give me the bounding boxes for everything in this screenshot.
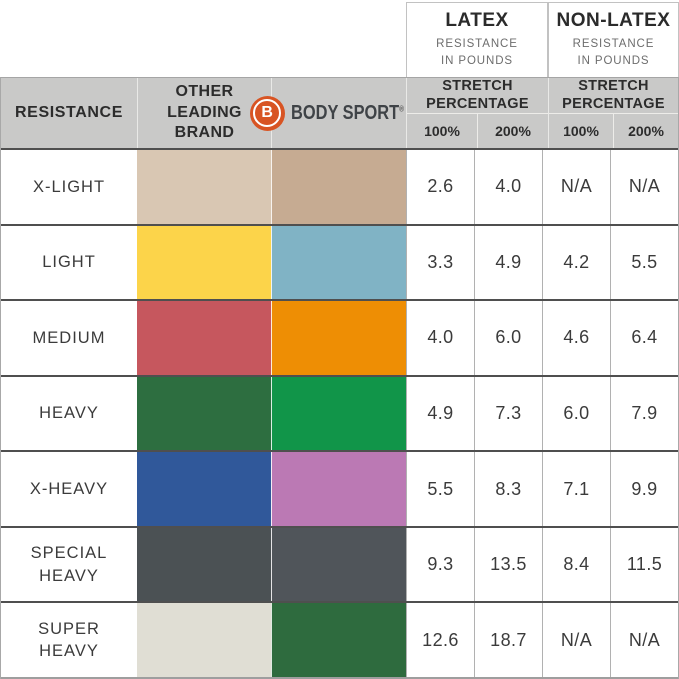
- nonlatex-200-value: 7.9: [610, 376, 678, 451]
- bodysport-color-swatch: [271, 225, 406, 300]
- nonlatex-200-value: N/A: [610, 150, 678, 224]
- nonlatex-title: NON-LATEX: [556, 10, 671, 32]
- latex-stretch-header-group: STRETCH PERCENTAGE 100% 200%: [406, 78, 548, 148]
- top-strip: LATEX RESISTANCE IN POUNDS NON-LATEX RES…: [0, 0, 679, 77]
- nonlatex-100-value: N/A: [542, 150, 610, 224]
- table-row-medium: MEDIUM 4.0 6.0 4.6 6.4: [1, 299, 678, 375]
- registered-mark: ®: [398, 103, 404, 113]
- bodysport-logo-ring: B: [253, 99, 282, 127]
- latex-subtitle: RESISTANCE IN POUNDS: [436, 38, 518, 67]
- nonlatex-100-value: 6.0: [542, 376, 610, 451]
- nonlatex-stretch-label: STRETCH PERCENTAGE: [549, 78, 678, 114]
- nonlatex-100-value: 8.4: [542, 527, 610, 602]
- nonlatex-200-value: N/A: [610, 603, 678, 678]
- row-label: SPECIAL HEAVY: [30, 544, 108, 585]
- latex-200-value: 8.3: [474, 452, 542, 526]
- nonlatex-subtitle: RESISTANCE IN POUNDS: [572, 38, 655, 67]
- latex-100-value: 4.9: [406, 376, 474, 451]
- bodysport-column-header: B BODY SPORT®: [249, 78, 406, 148]
- latex-group-header: LATEX RESISTANCE IN POUNDS: [406, 2, 548, 77]
- nonlatex-200-value: 5.5: [610, 225, 678, 300]
- table-row-light: LIGHT 3.3 4.9 4.2 5.5: [1, 223, 678, 300]
- row-label: X-HEAVY: [29, 479, 109, 498]
- resistance-column-header: RESISTANCE: [15, 104, 123, 121]
- table-row-x-heavy: X-HEAVY 5.5 8.3 7.1 9.9: [1, 450, 678, 526]
- table-row-x-light: X-LIGHT 2.6 4.0 N/A N/A: [1, 148, 678, 224]
- bodysport-logo-letter: B: [261, 104, 273, 121]
- latex-200-value: 6.0: [474, 301, 542, 375]
- bodysport-color-swatch: [271, 301, 406, 375]
- latex-100-value: 3.3: [406, 225, 474, 300]
- nonlatex-group-header: NON-LATEX RESISTANCE IN POUNDS: [548, 2, 679, 77]
- nonlatex-100-value: 4.2: [542, 225, 610, 300]
- latex-title: LATEX: [445, 10, 509, 32]
- latex-100-value: 4.0: [406, 301, 474, 375]
- latex-pct-row: 100% 200%: [407, 114, 548, 148]
- bodysport-color-swatch: [271, 150, 406, 224]
- row-label: SUPER HEAVY: [38, 619, 100, 661]
- other-brand-color-swatch: [137, 376, 271, 451]
- latex-100-value: 12.6: [406, 603, 474, 678]
- data-grid: X-LIGHT 2.6 4.0 N/A N/A LIGHT 3.3 4.9 4.…: [1, 148, 678, 679]
- nonlatex-200-value: 9.9: [610, 452, 678, 526]
- other-brand-color-swatch: [137, 452, 271, 526]
- latex-100-value: 9.3: [406, 527, 474, 602]
- nonlatex-200-value: 11.5: [610, 527, 678, 602]
- latex-200-value: 18.7: [474, 603, 542, 678]
- other-brand-color-swatch: [137, 603, 271, 678]
- table-row-super-heavy: SUPER HEAVY 12.6 18.7 N/A N/A: [1, 601, 678, 678]
- latex-100-value: 2.6: [406, 150, 474, 224]
- other-brand-color-swatch: [137, 527, 271, 602]
- bodysport-color-swatch: [271, 527, 406, 602]
- latex-200-value: 4.0: [474, 150, 542, 224]
- bodysport-color-swatch: [271, 603, 406, 678]
- table-row-heavy: HEAVY 4.9 7.3 6.0 7.9: [1, 374, 678, 451]
- nonlatex-stretch-header-group: STRETCH PERCENTAGE 100% 200%: [548, 78, 678, 148]
- latex-100-header: 100%: [424, 123, 460, 139]
- row-label: X-LIGHT: [32, 177, 106, 196]
- bodysport-color-swatch: [271, 452, 406, 526]
- nonlatex-100-value: 7.1: [542, 452, 610, 526]
- latex-200-value: 7.3: [474, 376, 542, 451]
- nonlatex-100-value: N/A: [542, 603, 610, 678]
- latex-200-value: 4.9: [474, 225, 542, 300]
- nonlatex-100-value: 4.6: [542, 301, 610, 375]
- row-label: HEAVY: [39, 404, 99, 423]
- bodysport-logo-text: BODY SPORT®: [291, 102, 404, 125]
- bodysport-name: BODY SPORT: [290, 101, 399, 124]
- latex-stretch-label: STRETCH PERCENTAGE: [407, 78, 548, 114]
- row-label: MEDIUM: [32, 328, 106, 347]
- table-body: RESISTANCE OTHER LEADING BRAND B BODY SP…: [0, 77, 679, 679]
- latex-200-header: 200%: [477, 114, 548, 148]
- other-brand-color-swatch: [137, 301, 271, 375]
- latex-100-value: 5.5: [406, 452, 474, 526]
- header-band: RESISTANCE OTHER LEADING BRAND B BODY SP…: [1, 77, 678, 148]
- other-brand-color-swatch: [137, 150, 271, 224]
- nonlatex-100-header: 100%: [563, 123, 599, 139]
- other-brand-column-header: OTHER LEADING BRAND: [137, 78, 271, 148]
- row-label: LIGHT: [42, 253, 96, 272]
- latex-200-value: 13.5: [474, 527, 542, 602]
- bodysport-color-swatch: [271, 376, 406, 451]
- nonlatex-200-header: 200%: [613, 114, 678, 148]
- nonlatex-200-value: 6.4: [610, 301, 678, 375]
- nonlatex-pct-row: 100% 200%: [549, 114, 678, 148]
- other-brand-color-swatch: [137, 225, 271, 300]
- table-row-special-heavy: SPECIAL HEAVY 9.3 13.5 8.4 11.5: [1, 525, 678, 602]
- bodysport-logo-icon: B: [249, 95, 285, 131]
